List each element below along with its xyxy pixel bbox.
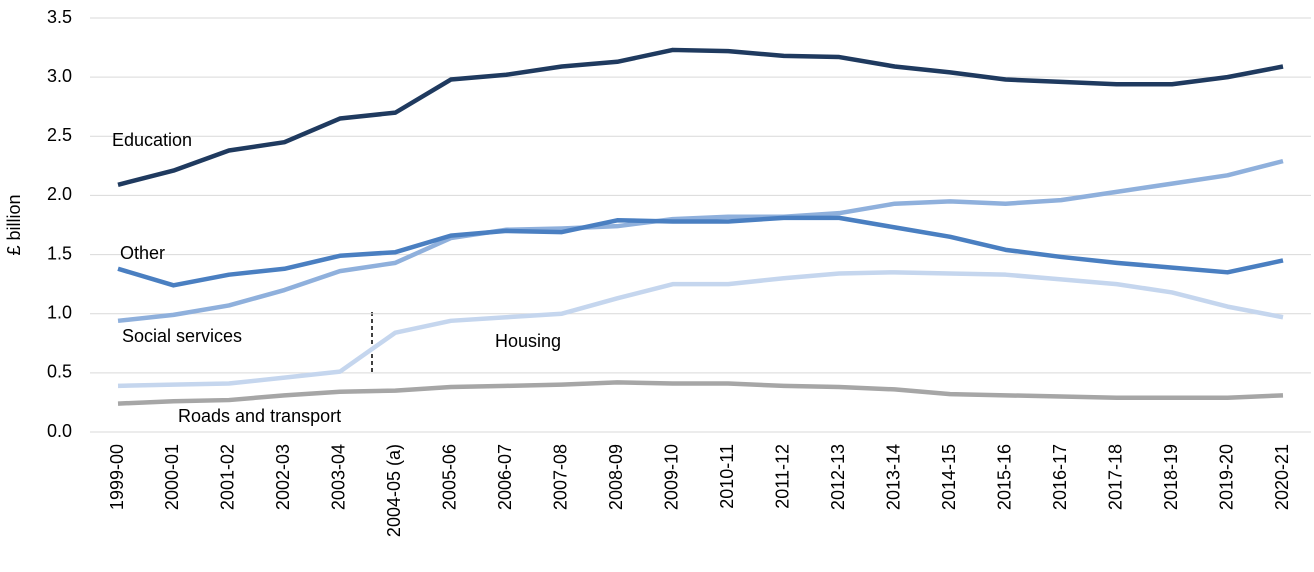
y-tick-label: 3.5 (47, 7, 72, 27)
series-line (117, 270, 1284, 389)
x-tick-label: 1999-00 (107, 444, 127, 510)
x-tick-label: 2005-06 (440, 444, 460, 510)
x-tick-label: 2012-13 (828, 444, 848, 510)
x-tick-label: 2003-04 (329, 444, 349, 510)
y-tick-label: 0.5 (47, 362, 72, 382)
x-tick-label: 2017-18 (1105, 444, 1125, 510)
series-line (117, 158, 1284, 324)
y-tick-label: 2.0 (47, 184, 72, 204)
y-tick-label: 1.0 (47, 302, 72, 322)
x-tick-label: 2013-14 (883, 444, 903, 510)
x-tick-label: 2001-02 (218, 444, 238, 510)
series-label: Housing (495, 331, 561, 351)
y-tick-label: 3.0 (47, 66, 72, 86)
x-tick-label: 2011-12 (772, 444, 792, 509)
x-tick-label: 2014-15 (939, 444, 959, 510)
x-tick-label: 2018-19 (1161, 444, 1181, 510)
x-tick-label: 2008-09 (606, 444, 626, 510)
x-tick-label: 2019-20 (1216, 444, 1236, 510)
x-tick-label: 2020-21 (1272, 444, 1292, 510)
x-tick-label: 2004-05 (a) (384, 444, 404, 537)
x-tick-label: 2002-03 (273, 444, 293, 510)
y-axis-label: £ billion (4, 194, 24, 255)
y-tick-label: 2.5 (47, 125, 72, 145)
series-line (117, 380, 1284, 406)
x-tick-label: 2010-11 (717, 444, 737, 509)
x-tick-label: 2015-16 (994, 444, 1014, 510)
x-tick-label: 2006-07 (495, 444, 515, 510)
x-tick-label: 2000-01 (162, 444, 182, 510)
y-tick-label: 1.5 (47, 243, 72, 263)
x-tick-label: 2009-10 (662, 444, 682, 510)
series-line (117, 215, 1284, 288)
x-tick-label: 2007-08 (551, 444, 571, 510)
x-tick-label: 2016-17 (1050, 444, 1070, 510)
series-label: Other (120, 243, 165, 263)
series-label: Education (112, 130, 192, 150)
series-line (117, 47, 1284, 187)
y-tick-label: 0.0 (47, 421, 72, 441)
series-label: Roads and transport (178, 406, 341, 426)
series-label: Social services (122, 326, 242, 346)
